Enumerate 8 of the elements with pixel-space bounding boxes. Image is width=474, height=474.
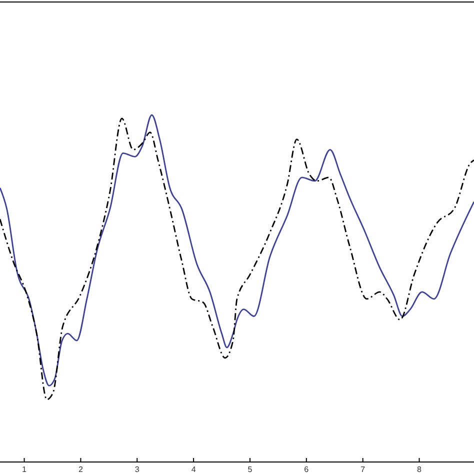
x-tick-label: 5	[248, 465, 253, 474]
x-tick-label: 6	[304, 465, 310, 474]
x-tick-label: 7	[360, 465, 366, 474]
x-tick-label: 3	[134, 465, 140, 474]
x-tick-label: 2	[78, 465, 84, 474]
x-tick-label: 4	[191, 465, 196, 474]
x-tick-label: 1	[22, 465, 28, 474]
x-tick-label: 8	[417, 465, 422, 474]
